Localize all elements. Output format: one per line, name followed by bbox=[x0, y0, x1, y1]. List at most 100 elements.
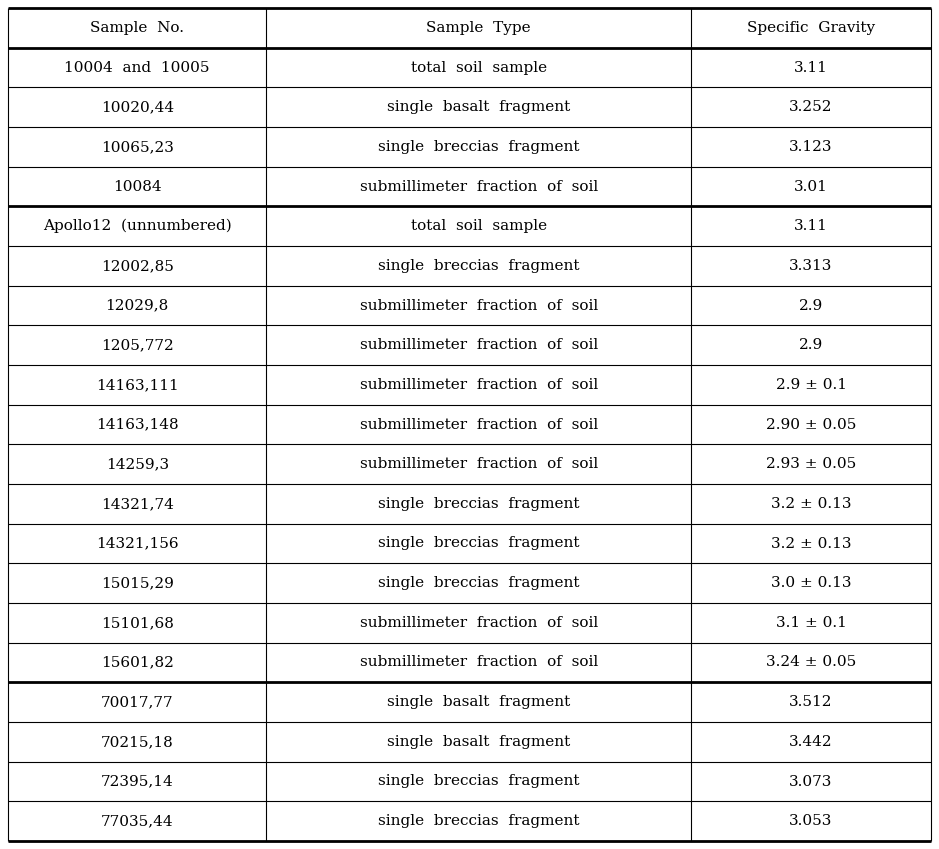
Bar bbox=[691, 405, 931, 444]
Bar bbox=[8, 246, 267, 285]
Bar bbox=[267, 246, 691, 285]
Bar bbox=[691, 564, 931, 603]
Text: single  breccias  fragment: single breccias fragment bbox=[378, 259, 579, 273]
Bar bbox=[8, 643, 267, 683]
Text: submillimeter  fraction  of  soil: submillimeter fraction of soil bbox=[360, 418, 598, 431]
Text: 14259,3: 14259,3 bbox=[106, 457, 169, 471]
Bar bbox=[267, 206, 691, 246]
Text: 10020,44: 10020,44 bbox=[100, 100, 174, 114]
Bar bbox=[8, 603, 267, 643]
Bar bbox=[267, 801, 691, 841]
Text: 70215,18: 70215,18 bbox=[100, 735, 174, 749]
Bar bbox=[8, 87, 267, 127]
Bar bbox=[267, 166, 691, 206]
Text: 14163,148: 14163,148 bbox=[96, 418, 178, 431]
Text: single  basalt  fragment: single basalt fragment bbox=[387, 735, 570, 749]
Text: Sample  No.: Sample No. bbox=[90, 21, 184, 35]
Text: Apollo12  (unnumbered): Apollo12 (unnumbered) bbox=[43, 219, 232, 233]
Text: 3.11: 3.11 bbox=[794, 219, 828, 233]
Text: 15601,82: 15601,82 bbox=[100, 655, 174, 670]
Bar bbox=[691, 801, 931, 841]
Text: 3.2 ± 0.13: 3.2 ± 0.13 bbox=[771, 537, 852, 550]
Bar bbox=[267, 484, 691, 524]
Bar bbox=[8, 524, 267, 564]
Text: 3.11: 3.11 bbox=[794, 60, 828, 75]
Text: submillimeter  fraction  of  soil: submillimeter fraction of soil bbox=[360, 179, 598, 194]
Bar bbox=[267, 762, 691, 801]
Text: single  breccias  fragment: single breccias fragment bbox=[378, 140, 579, 154]
Bar bbox=[8, 722, 267, 762]
Text: 3.252: 3.252 bbox=[790, 100, 833, 114]
Text: single  breccias  fragment: single breccias fragment bbox=[378, 576, 579, 590]
Text: 3.0 ± 0.13: 3.0 ± 0.13 bbox=[771, 576, 852, 590]
Text: 2.93 ± 0.05: 2.93 ± 0.05 bbox=[766, 457, 856, 471]
Bar bbox=[691, 206, 931, 246]
Bar bbox=[8, 206, 267, 246]
Bar bbox=[691, 722, 931, 762]
Text: submillimeter  fraction  of  soil: submillimeter fraction of soil bbox=[360, 655, 598, 670]
Bar bbox=[691, 285, 931, 325]
Text: total  soil  sample: total soil sample bbox=[410, 60, 546, 75]
Bar bbox=[8, 444, 267, 484]
Bar bbox=[267, 444, 691, 484]
Bar bbox=[267, 603, 691, 643]
Bar bbox=[8, 564, 267, 603]
Bar bbox=[691, 524, 931, 564]
Bar bbox=[691, 127, 931, 166]
Bar bbox=[691, 444, 931, 484]
Text: 2.9: 2.9 bbox=[799, 338, 824, 352]
Text: 77035,44: 77035,44 bbox=[100, 814, 174, 828]
Text: 14163,111: 14163,111 bbox=[96, 378, 178, 392]
Bar bbox=[8, 762, 267, 801]
Text: 14321,156: 14321,156 bbox=[96, 537, 178, 550]
Text: 3.073: 3.073 bbox=[790, 774, 833, 789]
Text: submillimeter  fraction  of  soil: submillimeter fraction of soil bbox=[360, 457, 598, 471]
Text: 15015,29: 15015,29 bbox=[100, 576, 174, 590]
Text: Sample  Type: Sample Type bbox=[426, 21, 531, 35]
Text: Specific  Gravity: Specific Gravity bbox=[747, 21, 875, 35]
Text: 10004  and  10005: 10004 and 10005 bbox=[65, 60, 210, 75]
Text: 3.1 ± 0.1: 3.1 ± 0.1 bbox=[776, 616, 846, 630]
Text: 3.053: 3.053 bbox=[790, 814, 833, 828]
Bar bbox=[691, 762, 931, 801]
Bar bbox=[267, 87, 691, 127]
Bar bbox=[8, 365, 267, 405]
Bar bbox=[8, 801, 267, 841]
Text: 3.442: 3.442 bbox=[789, 735, 833, 749]
Text: single  basalt  fragment: single basalt fragment bbox=[387, 695, 570, 709]
Bar bbox=[691, 484, 931, 524]
Text: 12029,8: 12029,8 bbox=[105, 299, 169, 312]
Bar bbox=[267, 722, 691, 762]
Text: submillimeter  fraction  of  soil: submillimeter fraction of soil bbox=[360, 616, 598, 630]
Bar bbox=[691, 166, 931, 206]
Text: 3.2 ± 0.13: 3.2 ± 0.13 bbox=[771, 497, 852, 511]
Text: 10065,23: 10065,23 bbox=[100, 140, 174, 154]
Text: single  basalt  fragment: single basalt fragment bbox=[387, 100, 570, 114]
Text: 70017,77: 70017,77 bbox=[100, 695, 174, 709]
Bar bbox=[691, 683, 931, 722]
Bar bbox=[267, 524, 691, 564]
Bar bbox=[691, 603, 931, 643]
Bar bbox=[691, 246, 931, 285]
Bar bbox=[691, 8, 931, 48]
Text: submillimeter  fraction  of  soil: submillimeter fraction of soil bbox=[360, 338, 598, 352]
Text: single  breccias  fragment: single breccias fragment bbox=[378, 497, 579, 511]
Bar bbox=[267, 643, 691, 683]
Bar bbox=[691, 643, 931, 683]
Text: single  breccias  fragment: single breccias fragment bbox=[378, 814, 579, 828]
Text: 15101,68: 15101,68 bbox=[100, 616, 174, 630]
Text: 10084: 10084 bbox=[113, 179, 162, 194]
Text: 1205,772: 1205,772 bbox=[100, 338, 174, 352]
Bar bbox=[267, 325, 691, 365]
Bar bbox=[267, 564, 691, 603]
Text: submillimeter  fraction  of  soil: submillimeter fraction of soil bbox=[360, 378, 598, 392]
Text: 2.9 ± 0.1: 2.9 ± 0.1 bbox=[776, 378, 847, 392]
Text: 3.24 ± 0.05: 3.24 ± 0.05 bbox=[766, 655, 856, 670]
Bar bbox=[691, 48, 931, 87]
Bar bbox=[8, 48, 267, 87]
Bar bbox=[8, 8, 267, 48]
Bar bbox=[691, 365, 931, 405]
Bar bbox=[267, 683, 691, 722]
Bar bbox=[8, 405, 267, 444]
Text: 2.9: 2.9 bbox=[799, 299, 824, 312]
